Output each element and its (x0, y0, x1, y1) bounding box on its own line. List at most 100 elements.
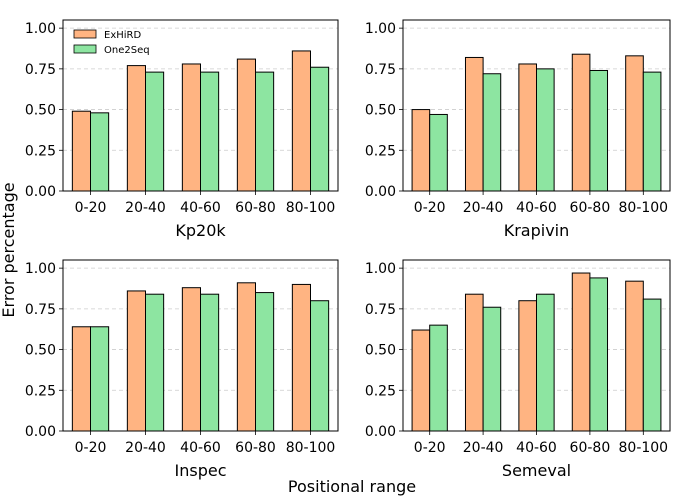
bar-exhird-3 (181, 63, 202, 192)
x-tick-label: 40-60 (516, 440, 557, 456)
y-tick-label: 0.00 (365, 184, 396, 200)
bar-exhird-3 (518, 300, 537, 432)
y-tick-label: 0.00 (25, 184, 56, 200)
bar-exhird-2 (126, 290, 146, 432)
x-tick-label: 40-60 (180, 200, 221, 216)
x-tick-label: 80-100 (619, 440, 669, 456)
y-tick-label: 0.75 (25, 302, 56, 318)
y-tick-label: 0.25 (365, 383, 396, 399)
figure-ylabel: Error percentage (0, 182, 18, 317)
bar-exhird-5 (625, 280, 644, 432)
bar-one2seq-4 (589, 277, 609, 432)
x-tick-label: 20-40 (125, 440, 166, 456)
x-tick-label: 80-100 (286, 440, 336, 456)
axes-frame (402, 19, 671, 192)
x-tick-label: 80-100 (286, 200, 336, 216)
y-tick-label: 0.00 (25, 424, 56, 440)
chart-panel-4: 0.00 0.25 0.50 0.75 1.00 0-20 20-40 40-60 60-80 8… (365, 259, 671, 480)
panel-subtitle: Kp20k (175, 221, 226, 240)
bar-one2seq-3 (536, 293, 555, 432)
x-tick-label: 60-80 (570, 200, 611, 216)
x-tick-label: 0-20 (75, 440, 107, 456)
y-tick-label: 1.00 (365, 261, 396, 277)
bar-exhird-3 (518, 63, 537, 192)
y-tick-label: 0.25 (365, 143, 396, 159)
bar-exhird-1 (411, 109, 431, 192)
bar-one2seq-1 (90, 112, 110, 192)
x-tick-label: 20-40 (463, 200, 504, 216)
bar-one2seq-3 (200, 71, 220, 192)
bar-one2seq-3 (200, 293, 220, 432)
y-tick-label: 1.00 (25, 21, 56, 37)
panel-subtitle: Semeval (502, 461, 571, 480)
x-tick-label: 60-80 (235, 440, 276, 456)
figure-xlabel: Positional range (288, 477, 416, 496)
x-tick-label: 60-80 (235, 200, 276, 216)
bar-one2seq-4 (589, 69, 609, 192)
bar-exhird-1 (71, 110, 91, 192)
chart-panel-3: 0.00 0.25 0.50 0.75 1.00 0-20 20-40 40-60 60-80 8… (25, 259, 339, 480)
y-tick-label: 0.50 (365, 103, 396, 119)
legend-label-exhird: ExHiRD (104, 30, 141, 41)
bar-one2seq-2 (482, 73, 502, 192)
bar-one2seq-1 (429, 324, 448, 432)
x-tick-label: 60-80 (570, 440, 611, 456)
panel-subtitle: Inspec (175, 461, 227, 480)
x-tick-label: 40-60 (516, 200, 557, 216)
bar-exhird-3 (181, 287, 202, 432)
bar-one2seq-2 (145, 293, 165, 432)
bar-exhird-5 (291, 283, 312, 432)
chart-panel-1: 0.00 0.25 0.50 0.75 1.00 0-20 20-40 40-60 60-80 8… (25, 19, 339, 240)
x-tick-label: 80-100 (619, 200, 669, 216)
bar-one2seq-2 (482, 306, 502, 432)
x-tick-label: 0-20 (414, 200, 446, 216)
x-tick-label: 0-20 (75, 200, 107, 216)
legend-swatch-one2seq (73, 44, 97, 54)
chart-panel-2: 0.00 0.25 0.50 0.75 1.00 0-20 20-40 40-60 60-80 8… (365, 19, 671, 240)
x-tick-label: 20-40 (125, 200, 166, 216)
y-tick-label: 1.00 (25, 261, 56, 277)
y-tick-label: 0.25 (25, 143, 56, 159)
bar-exhird-4 (571, 272, 591, 432)
x-tick-label: 20-40 (463, 440, 504, 456)
y-tick-label: 0.75 (365, 302, 396, 318)
axes-frame (402, 259, 671, 432)
bar-one2seq-5 (310, 300, 330, 432)
axes-frame (62, 259, 339, 432)
axes-frame (62, 19, 339, 192)
y-tick-label: 0.50 (25, 103, 56, 119)
chart-panels: 0.00 0.25 0.50 0.75 1.00 0-20 20-40 40-60 60-80 8… (25, 19, 671, 480)
y-tick-label: 0.25 (25, 383, 56, 399)
bar-exhird-2 (464, 56, 484, 192)
bar-exhird-1 (411, 329, 431, 432)
bar-one2seq-4 (255, 71, 275, 192)
bar-exhird-2 (126, 65, 146, 192)
bar-one2seq-1 (429, 113, 448, 192)
y-tick-label: 0.50 (25, 343, 56, 359)
panel-subtitle: Krapivin (504, 221, 570, 240)
bar-exhird-5 (291, 50, 312, 192)
bar-one2seq-5 (642, 298, 662, 432)
legend: ExHiRD One2Seq (73, 29, 150, 56)
bar-one2seq-5 (310, 66, 330, 192)
bar-exhird-4 (236, 58, 257, 192)
bar-exhird-5 (625, 55, 644, 192)
bar-exhird-4 (571, 53, 591, 192)
bar-one2seq-4 (255, 292, 275, 432)
bar-one2seq-5 (642, 71, 662, 192)
y-tick-label: 0.50 (365, 343, 396, 359)
bar-one2seq-3 (536, 68, 555, 192)
bar-exhird-1 (71, 326, 91, 432)
bar-exhird-4 (236, 282, 257, 432)
y-tick-label: 0.75 (365, 62, 396, 78)
legend-label-one2seq: One2Seq (104, 45, 150, 56)
x-tick-label: 0-20 (414, 440, 446, 456)
y-tick-label: 1.00 (365, 21, 396, 37)
bar-exhird-2 (464, 293, 484, 432)
bar-one2seq-1 (90, 326, 110, 432)
bar-one2seq-2 (145, 71, 165, 192)
legend-swatch-exhird (73, 29, 97, 39)
x-tick-label: 40-60 (180, 440, 221, 456)
y-tick-label: 0.00 (365, 424, 396, 440)
